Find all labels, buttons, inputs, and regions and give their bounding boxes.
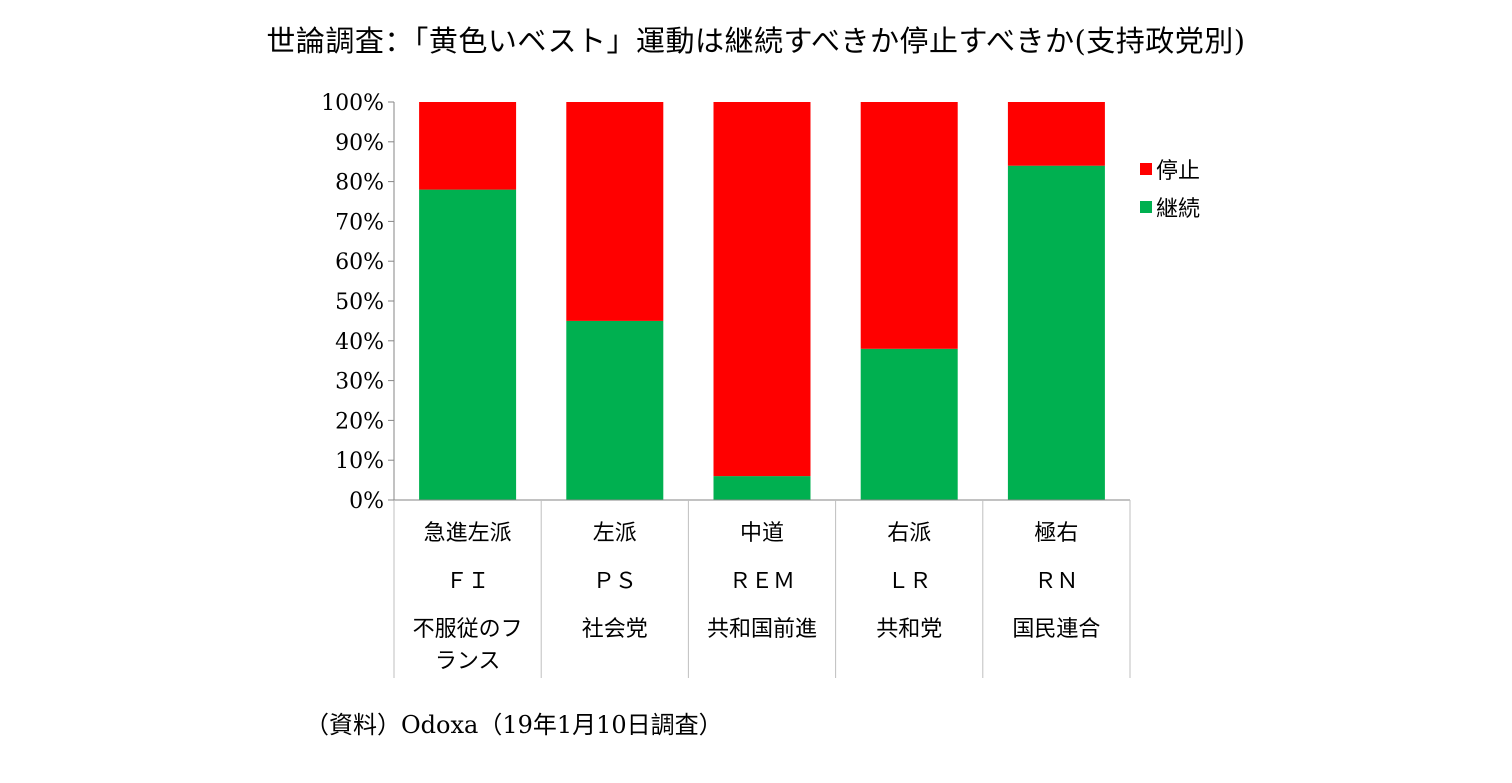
- category-label-4-line-0: 極右: [1034, 521, 1078, 546]
- axes-group: [393, 102, 1131, 678]
- category-label-2-line-1: ＲＥＭ: [729, 569, 795, 594]
- y-tick-label-8: 80%: [335, 171, 384, 196]
- y-tick-label-9: 90%: [335, 131, 384, 156]
- category-label-1-line-0: 左派: [593, 521, 637, 546]
- y-tick-label-3: 30%: [335, 370, 384, 395]
- y-tick-label-1: 10%: [335, 449, 384, 474]
- y-tick-label-4: 40%: [335, 330, 384, 355]
- legend-swatch-stop: [1140, 163, 1152, 175]
- y-tick-label-7: 70%: [335, 210, 384, 235]
- category-label-1-line-1: ＰＳ: [593, 569, 637, 594]
- y-tick-label-0: 0%: [349, 489, 384, 514]
- y-tick-label-5: 50%: [335, 290, 384, 315]
- category-label-2-line-0: 中道: [740, 521, 784, 546]
- y-tick-label-10: 100%: [321, 91, 384, 116]
- y-tick-label-6: 60%: [335, 250, 384, 275]
- legend-label-stop: 停止: [1156, 159, 1200, 184]
- category-label-0-line-2: 不服従のフ: [413, 617, 523, 642]
- bar-segment-stop-1: [566, 102, 664, 321]
- category-label-3-line-2: 共和党: [876, 617, 942, 642]
- category-label-1-line-2: 社会党: [582, 617, 648, 642]
- category-label-4-line-2: 国民連合: [1012, 617, 1100, 642]
- bar-segment-continue-1: [566, 320, 664, 500]
- y-tick-label-2: 20%: [335, 409, 384, 434]
- category-label-2-line-2: 共和国前進: [707, 617, 817, 642]
- bar-segment-stop-0: [419, 102, 517, 190]
- category-label-0-line-0: 急進左派: [424, 521, 512, 546]
- bar-segment-stop-4: [1007, 102, 1105, 166]
- bars-group: [419, 102, 1105, 500]
- source-note: （資料）Odoxa（19年1月10日調査）: [305, 711, 723, 739]
- bar-segment-continue-3: [860, 348, 958, 500]
- category-label-3-line-0: 右派: [887, 521, 931, 546]
- category-label-0-line-1: ＦＩ: [446, 569, 490, 594]
- legend-label-continue: 継続: [1156, 197, 1200, 222]
- category-label-4-line-1: ＲＮ: [1034, 569, 1078, 594]
- category-label-3-line-1: ＬＲ: [887, 569, 931, 594]
- legend-swatch-continue: [1140, 201, 1152, 213]
- category-label-0-line-3: ランス: [435, 649, 501, 674]
- bar-segment-stop-3: [860, 102, 958, 349]
- y-axis-ticks: 0% 10% 20% 30% 40% 50% 60% 70% 80% 90% 100%: [321, 91, 394, 514]
- chart-title: 世論調査：「黄色いベスト」運動は継続すべきか停止すべきか(支持政党別): [266, 24, 1246, 58]
- bar-segment-continue-2: [713, 476, 811, 500]
- bar-segment-continue-0: [419, 189, 517, 500]
- bar-segment-stop-2: [713, 102, 811, 477]
- bar-segment-continue-4: [1007, 165, 1105, 500]
